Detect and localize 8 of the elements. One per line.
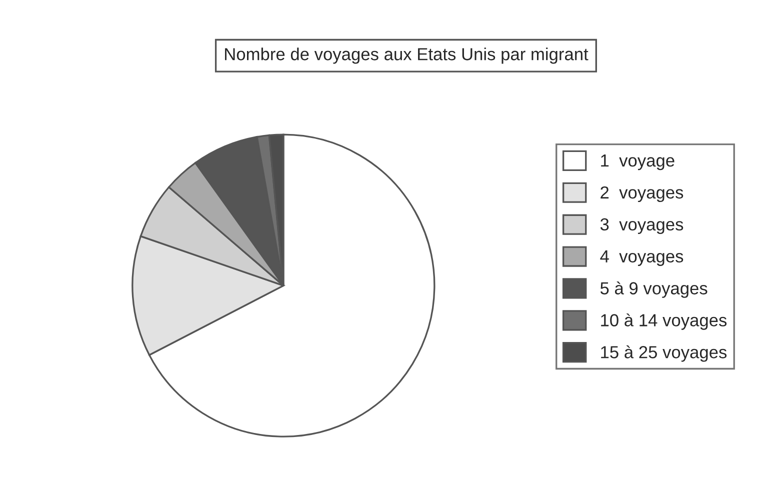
legend-label: 3 voyages [600,218,684,234]
legend-label: 1 voyage [601,154,674,170]
legend-label: 5 à 9 voyages [600,281,708,298]
legend-label: 10 à 14 voyages [601,313,727,330]
legend-label: 15 à 25 voyages [601,345,727,362]
legend-label: 2 voyages [600,186,684,202]
chart-title: Nombre de voyages aux Etats Unis par migrant [225,48,588,64]
legend-label: 4 voyages [600,250,684,266]
